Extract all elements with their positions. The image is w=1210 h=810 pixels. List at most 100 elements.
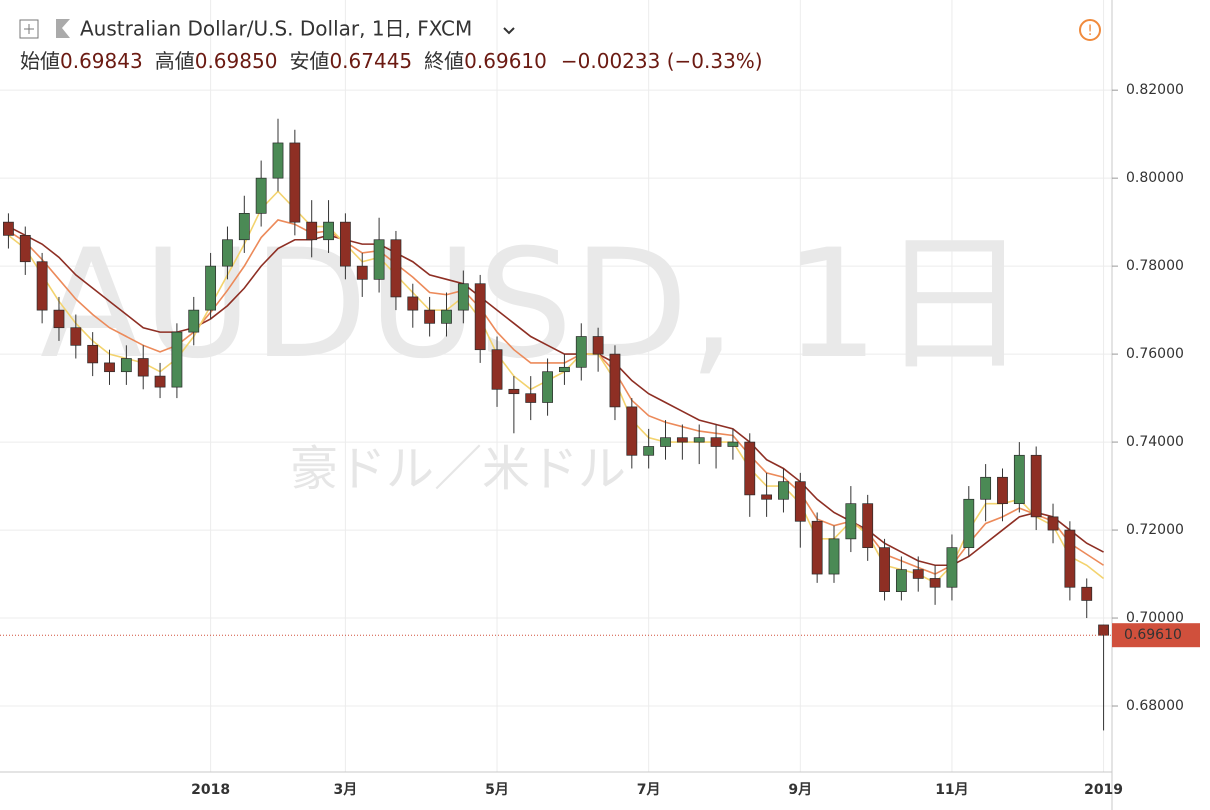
candle-body [373,239,385,280]
candle-body [744,441,756,496]
candle-body [154,375,166,388]
candle-body [710,437,722,447]
candle-body [1081,586,1093,601]
candle-body [171,331,183,388]
dropdown-icon[interactable] [503,27,515,35]
alert-icon[interactable] [1079,19,1101,41]
candle-body [238,212,250,241]
candle-body [761,494,773,500]
candle-body [104,362,115,373]
watermark-sub: 豪ドル／米ドル [290,441,626,497]
icon[interactable] [19,19,39,39]
candle-body [87,344,99,364]
x-tick-label: 3月 [334,782,358,798]
x-tick-label: 7月 [637,782,661,798]
candle-body [424,309,436,324]
candle-body [3,221,14,236]
candle-body [525,393,537,403]
candle-body [441,309,452,324]
candle-body [339,221,351,267]
x-tick-label: 11月 [935,782,968,798]
y-tick-label: 0.74000 [1126,434,1184,450]
candle-body [407,296,419,311]
candle-body [963,498,975,549]
candle-body [845,503,857,540]
x-tick-label: 9月 [788,782,812,798]
candle-body [205,265,217,311]
candle-body [1064,529,1076,588]
candle-body [1013,454,1025,505]
candle-body [255,177,267,214]
candle-body [778,481,789,500]
candle-body [289,142,301,223]
plot-area [0,118,1112,731]
candle-body [1098,624,1109,636]
last-price-box [1112,623,1200,648]
y-tick-label: 0.72000 [1126,522,1184,538]
candle-body [19,234,31,263]
y-tick-label: 0.70000 [1126,610,1184,626]
candle-body [794,481,806,522]
value: 0.69850 [195,49,278,73]
x-tick-label: 5月 [485,782,509,798]
candle-body [912,569,924,579]
candle-body [222,239,233,267]
candle-body [643,446,655,456]
symbol-title[interactable]: Australian Dollar/U.S. Dollar, 1日, FXCM [80,17,472,41]
plot-background [0,0,1112,772]
candle-body [727,441,739,447]
candle-body [828,538,840,575]
candle-body [120,358,132,373]
x-tick-label: 2019 [1084,782,1123,798]
candle-body [980,476,992,500]
candle-body [997,476,1008,505]
ohlc-line: 始値0.69843 高値0.69850 安値0.67445 終値0.69610 −0.0… [20,49,763,73]
candle-body [626,406,638,456]
candle-body [660,437,671,447]
candle-body [70,327,82,346]
candle-body [676,437,688,443]
candle-body [559,366,570,373]
candle-body [474,283,486,351]
candle-body [323,221,334,241]
label: 安値 [289,49,329,73]
candle-body [862,503,874,549]
candle-body [508,388,520,395]
candle-body [1047,516,1059,531]
value: 0.69843 [60,49,143,73]
candle-body [137,358,149,377]
change: −0.00233 (−0.33%) [561,49,763,73]
label: 始値 [20,49,60,73]
candle-body [575,336,587,368]
header: Australian Dollar/U.S. Dollar, 1日, FXCM … [19,17,1101,73]
candle-body [356,265,368,280]
candle-body [53,309,65,329]
candle-body [272,142,284,179]
candle-body [609,353,621,408]
candle-body [946,547,958,588]
candle-body [457,283,469,311]
candle-body [693,437,705,443]
moving-average [7,219,1105,575]
candle-body [1030,454,1042,518]
candle-body [491,349,503,390]
candle-body [188,309,200,333]
candle-body [542,371,553,403]
candle-body [592,336,604,355]
value: 0.67445 [329,49,412,73]
candle-body [36,261,48,311]
alert-icon: ! [1087,23,1093,39]
candle-body [929,578,941,588]
label: 高値 [155,49,195,73]
last-price-label: 0.69610 [1124,627,1182,643]
watermark: AUDUSD, 1日 [40,218,1029,392]
y-tick-label: 0.80000 [1126,170,1184,186]
x-tick-label: 2018 [191,782,230,798]
y-tick-label: 0.68000 [1126,698,1184,714]
label: 終値 [424,49,464,73]
y-tick-label: 0.78000 [1126,258,1184,274]
candle-body [895,569,907,592]
value: 0.69610 [464,49,547,73]
icon [56,19,70,38]
